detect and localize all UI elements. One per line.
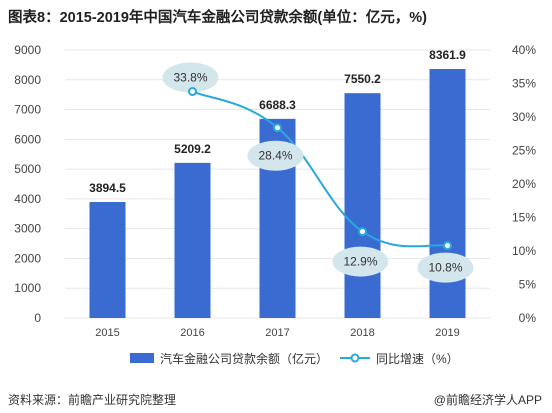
right-tick-label: 35%	[512, 77, 536, 91]
x-axis-ticks: 2015 2016 2017 2018 2019	[95, 327, 459, 339]
right-tick-label: 40%	[512, 43, 536, 57]
growth-value-label: 28.4%	[258, 149, 292, 163]
right-tick-label: 0%	[519, 311, 537, 325]
right-tick-label: 30%	[512, 110, 536, 124]
x-tick-label: 2016	[180, 327, 204, 339]
bar	[89, 202, 126, 318]
x-tick-label: 2015	[95, 327, 119, 339]
legend-line-label: 同比增速（%）	[376, 352, 459, 366]
left-tick-label: 3000	[14, 222, 41, 236]
left-tick-label: 5000	[14, 162, 41, 176]
bar-value-label: 6688.3	[259, 98, 296, 112]
left-tick-label: 9000	[14, 43, 41, 57]
x-tick-label: 2019	[435, 327, 459, 339]
right-tick-label: 5%	[519, 278, 537, 292]
growth-point	[273, 123, 282, 133]
growth-line	[192, 90, 448, 248]
growth-label-bubble	[417, 252, 474, 283]
bar-value-label: 3894.5	[89, 181, 126, 195]
left-tick-label: 0	[34, 311, 41, 325]
growth-value-label: 10.8%	[428, 261, 462, 275]
right-tick-label: 15%	[512, 211, 536, 225]
right-tick-label: 20%	[512, 177, 536, 191]
growth-point	[443, 241, 452, 251]
left-tick-label: 1000	[14, 281, 41, 295]
left-tick-label: 6000	[14, 132, 41, 146]
growth-label-bubble	[162, 62, 219, 93]
bar	[174, 162, 211, 318]
bar	[344, 93, 381, 319]
bar-value-label: 7550.2	[344, 72, 381, 86]
legend-bar-swatch	[130, 353, 154, 363]
legend: 汽车金融公司贷款余额（亿元） 同比增速（%）	[130, 351, 459, 366]
bar-value-labels: 3894.5 5209.2 6688.3 7550.2 8361.9	[89, 48, 466, 195]
left-tick-label: 8000	[14, 73, 41, 87]
growth-point	[358, 227, 367, 237]
right-axis-ticks: 0% 5% 10% 15% 20% 25% 30% 35% 40%	[512, 43, 536, 325]
growth-points	[188, 87, 452, 251]
source-note: 资料来源：前瞻产业研究院整理	[8, 393, 177, 407]
growth-point	[188, 87, 197, 97]
left-tick-label: 2000	[14, 251, 41, 265]
right-tick-label: 25%	[512, 144, 536, 158]
growth-value-label: 33.8%	[173, 71, 207, 85]
growth-value-label: 12.9%	[343, 255, 377, 269]
right-tick-label: 10%	[512, 244, 536, 258]
bar-value-label: 8361.9	[429, 48, 466, 62]
x-tick-label: 2017	[265, 327, 289, 339]
growth-label-bubbles: 33.8% 28.4% 12.9% 10.8%	[162, 62, 474, 283]
legend-line-marker	[350, 353, 360, 363]
growth-label-bubble	[247, 140, 304, 171]
bar-value-label: 5209.2	[174, 142, 211, 156]
x-tick-label: 2018	[350, 327, 374, 339]
legend-bar-label: 汽车金融公司贷款余额（亿元）	[160, 351, 328, 366]
left-axis-ticks: 0 1000 2000 3000 4000 5000 6000 7000 8000 9000	[14, 43, 41, 325]
credit-note: @前瞻经济学人APP	[433, 393, 542, 407]
left-tick-label: 4000	[14, 192, 41, 206]
growth-label-bubble	[332, 246, 389, 277]
left-tick-label: 7000	[14, 103, 41, 117]
chart-title: 图表8：2015-2019年中国汽车金融公司贷款余额(单位：亿元，%)	[8, 10, 427, 26]
